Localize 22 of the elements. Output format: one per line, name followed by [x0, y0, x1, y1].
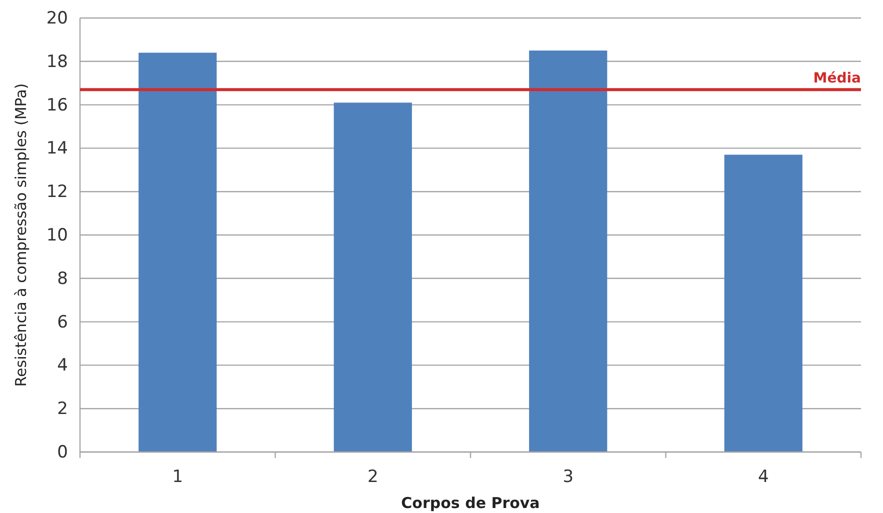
bar — [724, 154, 802, 452]
x-tick-label: 1 — [172, 467, 184, 488]
y-tick-label: 4 — [57, 356, 68, 376]
bar — [138, 52, 217, 452]
y-axis-title: Resistência à compressão simples (MPa) — [12, 83, 30, 387]
x-tick-label: 4 — [758, 467, 769, 488]
y-tick-label: 2 — [57, 399, 68, 420]
y-tick-label: 16 — [46, 95, 68, 116]
x-tick-label: 3 — [562, 467, 574, 488]
bar — [529, 50, 608, 452]
ref-line-label: Média — [813, 70, 861, 87]
y-tick-label: 0 — [57, 442, 68, 462]
x-axis-title: Corpos de Prova — [401, 494, 540, 512]
y-tick-label: 6 — [57, 312, 68, 332]
x-tick-label: 2 — [367, 467, 378, 488]
y-tick-label: 18 — [46, 52, 68, 72]
bar — [334, 102, 412, 452]
y-tick-label: 8 — [57, 268, 68, 289]
y-tick-label: 14 — [46, 138, 68, 159]
y-tick-label: 12 — [46, 182, 68, 202]
y-tick-label: 20 — [46, 8, 68, 28]
y-tick-label: 10 — [46, 225, 68, 246]
